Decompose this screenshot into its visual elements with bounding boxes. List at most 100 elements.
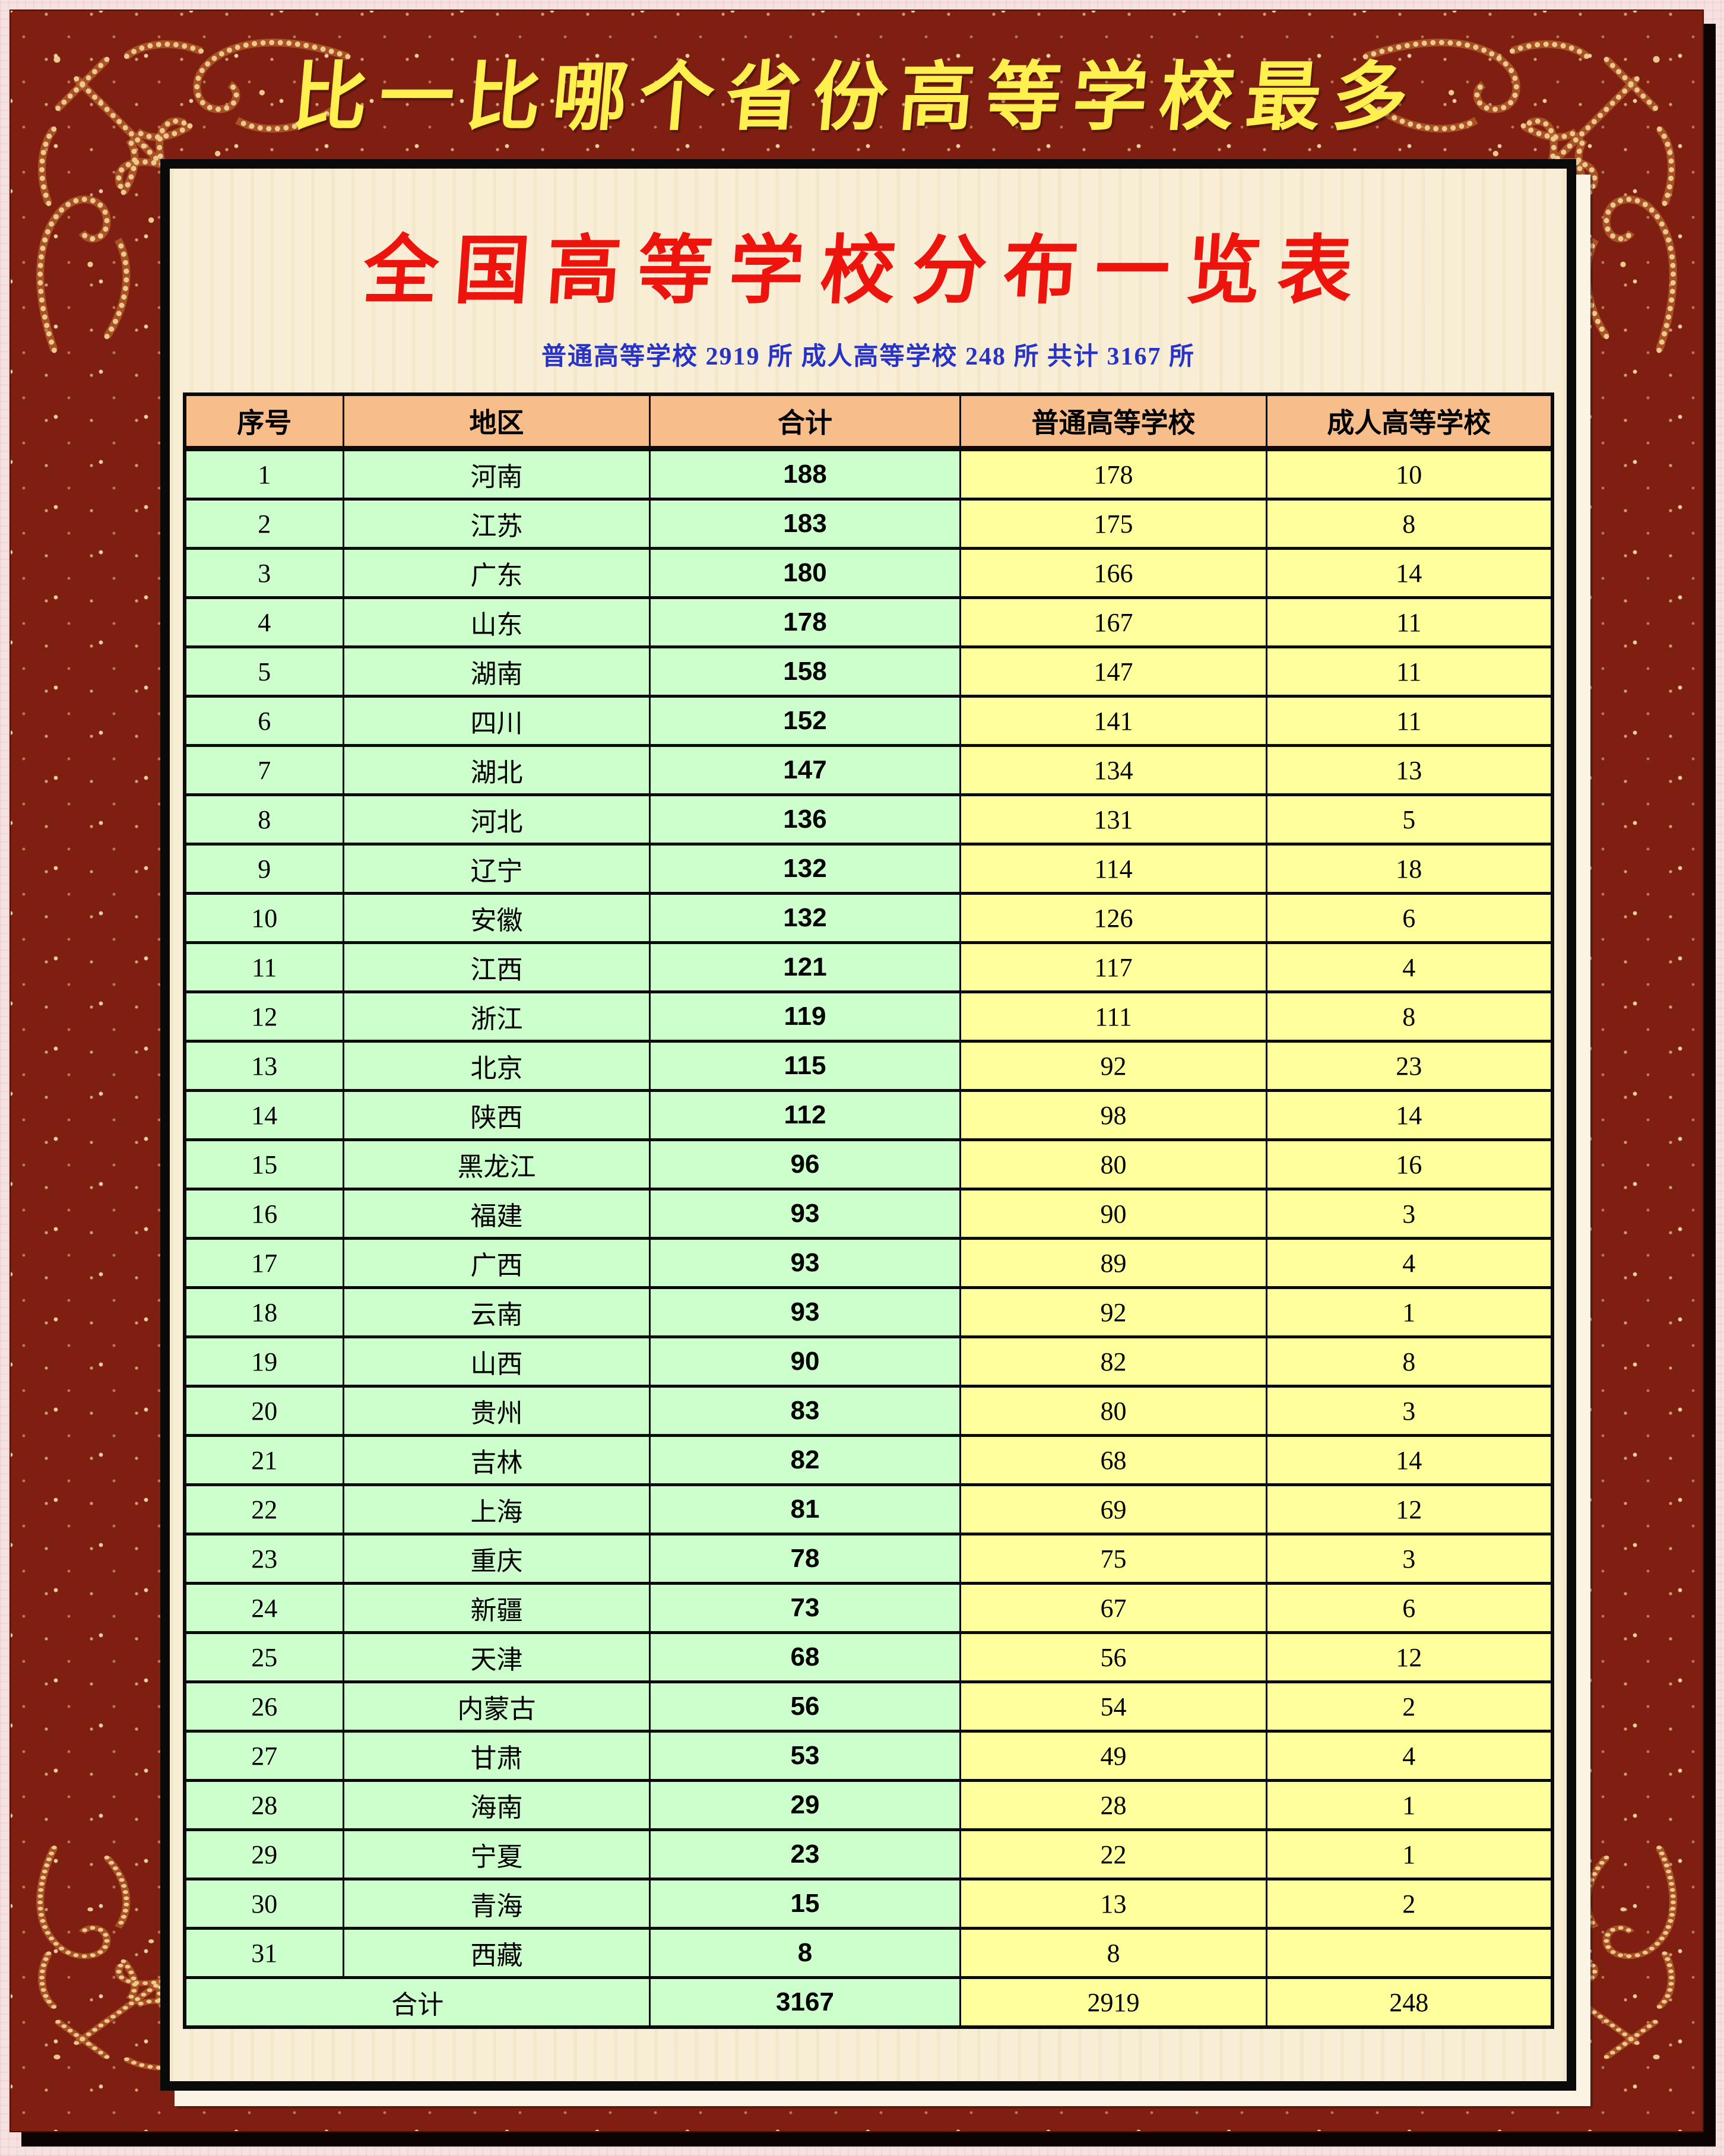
total-count: 8 [649,1927,961,1979]
total-count: 180 [649,547,961,599]
region-name: 湖南 [343,646,651,698]
regular-count: 80 [959,1385,1267,1437]
table-row: 11 江西 121 117 4 [183,942,1553,993]
row-index: 3 [183,547,344,599]
region-name: 湖北 [343,745,651,796]
region-name: 青海 [343,1878,651,1930]
adult-count: 14 [1266,547,1553,599]
total-count: 93 [649,1237,961,1289]
region-name: 辽宁 [343,843,651,895]
total-count: 112 [649,1090,961,1141]
row-index: 6 [183,695,344,747]
adult-count: 5 [1266,794,1553,846]
region-name: 海南 [343,1780,651,1831]
total-count: 73 [649,1582,961,1634]
total-count: 96 [649,1139,961,1191]
total-count: 82 [649,1435,961,1486]
table-row: 2 江苏 183 175 8 [183,498,1553,550]
region-name: 陕西 [343,1090,651,1141]
regular-count: 178 [959,448,1267,501]
adult-count: 3 [1266,1385,1553,1437]
total-count: 152 [649,695,961,747]
table-row: 22 上海 81 69 12 [183,1484,1553,1536]
table-row: 8 河北 136 131 5 [183,794,1553,846]
table-row: 5 湖南 158 147 11 [183,646,1553,698]
col-header-index: 序号 [183,393,344,451]
total-count: 68 [649,1632,961,1683]
page-title: 全国高等学校分布一览表 [360,230,1373,313]
regular-count: 90 [959,1188,1267,1240]
row-index: 12 [183,991,344,1043]
table-row: 12 浙江 119 111 8 [183,991,1553,1043]
regular-count: 98 [959,1090,1267,1141]
adult-count: 18 [1266,843,1553,895]
adult-count: 10 [1266,448,1553,501]
col-header-adult: 成人高等学校 [1266,393,1553,451]
table-row: 19 山西 90 82 8 [183,1336,1553,1388]
adult-count: 4 [1266,1237,1553,1289]
table-row: 21 吉林 82 68 14 [183,1435,1553,1486]
adult-count: 2 [1266,1681,1553,1733]
adult-count: 11 [1266,695,1553,747]
region-name: 江苏 [343,498,651,550]
region-name: 广西 [343,1237,651,1289]
table-row: 16 福建 93 90 3 [183,1188,1553,1240]
row-index: 7 [183,745,344,796]
row-index: 19 [183,1336,344,1388]
row-index: 11 [183,942,344,993]
region-name: 广东 [343,547,651,599]
regular-count: 28 [959,1780,1267,1831]
regular-count: 67 [959,1582,1267,1634]
table-row: 20 贵州 83 80 3 [183,1385,1553,1437]
total-count: 53 [649,1730,961,1782]
row-index: 1 [183,448,344,501]
footer-regular: 2919 [959,1977,1267,2029]
total-count: 147 [649,745,961,796]
table-row: 26 内蒙古 56 54 2 [183,1681,1553,1733]
region-name: 福建 [343,1188,651,1240]
table-footer-row: 合计 3167 2919 248 [183,1977,1553,2029]
region-name: 云南 [343,1287,651,1338]
regular-count: 69 [959,1484,1267,1536]
regular-count: 56 [959,1632,1267,1683]
total-count: 78 [649,1533,961,1585]
region-name: 江西 [343,942,651,993]
banner-title-text: 比一比哪个省份高等学校最多 [289,57,1423,140]
row-index: 8 [183,794,344,846]
subtitle: 普通高等学校 2919 所 成人高等学校 248 所 共计 3167 所 [541,343,1195,371]
row-index: 23 [183,1533,344,1585]
region-name: 上海 [343,1484,651,1536]
table-body: 1 河南 188 178 10 2 江苏 183 175 8 3 广东 180 166 14 4 山东 178 16… [183,448,1553,2029]
table-row: 6 四川 152 141 11 [183,695,1553,747]
region-name: 黑龙江 [343,1139,651,1191]
total-count: 81 [649,1484,961,1536]
table-row: 23 重庆 78 75 3 [183,1533,1553,1585]
adult-count: 6 [1266,1582,1553,1634]
decorative-frame: 比一比哪个省份高等学校最多 全国高等学校分布一览表 普通高等学校 2919 所 … [9,10,1704,2132]
total-count: 136 [649,794,961,846]
total-count: 90 [649,1336,961,1388]
row-index: 26 [183,1681,344,1733]
regular-count: 54 [959,1681,1267,1733]
region-name: 四川 [343,695,651,747]
adult-count: 16 [1266,1139,1553,1191]
region-name: 重庆 [343,1533,651,1585]
region-name: 北京 [343,1040,651,1092]
row-index: 13 [183,1040,344,1092]
table-row: 1 河南 188 178 10 [183,448,1553,501]
regular-count: 111 [959,991,1267,1043]
table-row: 28 海南 29 28 1 [183,1780,1553,1831]
total-count: 115 [649,1040,961,1092]
table-row: 15 黑龙江 96 80 16 [183,1139,1553,1191]
table-row: 27 甘肃 53 49 4 [183,1730,1553,1782]
region-name: 西藏 [343,1927,651,1979]
row-index: 10 [183,892,344,944]
table-row: 4 山东 178 167 11 [183,597,1553,648]
region-name: 宁夏 [343,1829,651,1880]
regular-count: 141 [959,695,1267,747]
regular-count: 80 [959,1139,1267,1191]
regular-count: 82 [959,1336,1267,1388]
row-index: 29 [183,1829,344,1880]
region-name: 山西 [343,1336,651,1388]
